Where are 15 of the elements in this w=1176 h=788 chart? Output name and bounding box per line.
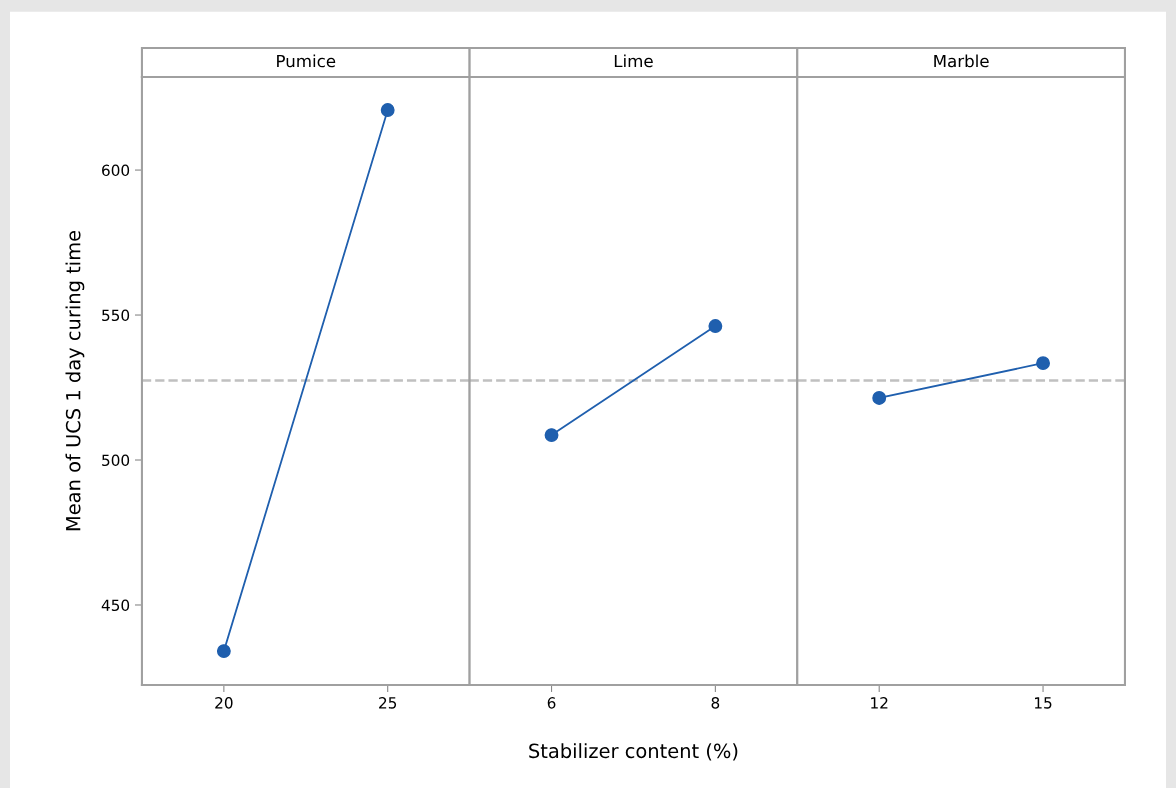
x-tick-label: 20 xyxy=(215,697,233,709)
x-tick-label: 15 xyxy=(1035,697,1052,709)
y-tick-label: 450 xyxy=(101,599,130,611)
x-tick-label: 6 xyxy=(547,697,556,709)
x-axis-title: Stabilizer content (%) xyxy=(529,743,738,761)
y-axis-title: Mean of UCS 1 day curing time xyxy=(65,230,85,531)
y-tick-label: 600 xyxy=(102,164,130,177)
x-tick-label: 12 xyxy=(871,697,888,709)
chart-title: Pumice xyxy=(277,54,336,68)
chart-title: Marble xyxy=(934,54,989,68)
y-tick-label: 500 xyxy=(102,454,130,467)
y-tick-label: 550 xyxy=(102,309,130,322)
x-tick-label: 8 xyxy=(711,697,720,709)
chart-title: Lime xyxy=(614,54,653,68)
x-tick-label: 25 xyxy=(379,697,397,709)
